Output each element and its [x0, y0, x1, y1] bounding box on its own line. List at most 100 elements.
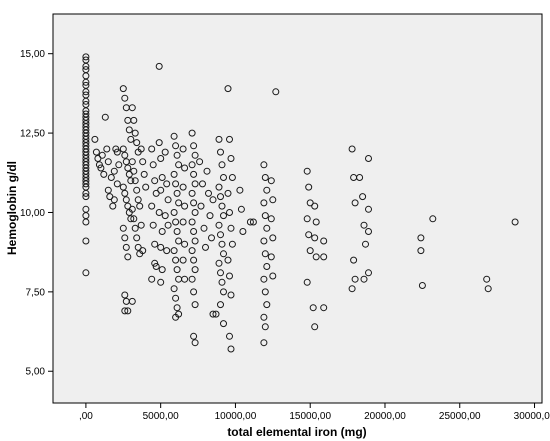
data-point: [181, 164, 189, 172]
data-point: [133, 139, 141, 147]
data-point: [218, 202, 226, 210]
data-point: [348, 145, 356, 153]
data-point: [179, 218, 187, 226]
data-point: [263, 301, 271, 309]
data-point: [170, 247, 178, 255]
data-point: [249, 218, 257, 226]
data-point: [269, 234, 277, 242]
data-point: [305, 231, 313, 239]
data-point: [124, 202, 132, 210]
y-tick-label: 15,00: [20, 49, 45, 60]
data-point: [82, 53, 90, 61]
data-point: [119, 224, 127, 232]
data-point: [306, 199, 314, 207]
data-point: [113, 180, 121, 188]
data-point: [246, 218, 254, 226]
data-point: [226, 135, 233, 143]
data-point: [272, 88, 280, 96]
data-point: [191, 180, 199, 188]
data-point: [157, 243, 165, 251]
data-point: [203, 167, 211, 175]
data-point: [228, 240, 236, 248]
data-point: [217, 193, 224, 201]
data-point: [163, 247, 171, 255]
data-point: [151, 259, 159, 267]
data-point: [134, 243, 142, 251]
data-point: [217, 148, 224, 156]
data-point: [170, 132, 178, 140]
data-point: [121, 94, 129, 102]
data-point: [263, 224, 271, 232]
data-point: [312, 218, 320, 226]
data-point: [172, 218, 180, 226]
data-point: [429, 215, 437, 223]
data-point: [82, 180, 90, 188]
data-point: [356, 174, 364, 181]
y-tick-label: 7,50: [26, 287, 46, 298]
data-point: [137, 221, 145, 229]
data-point: [151, 177, 159, 185]
y-axis: 5,00 7,50 10,00 12,50 15,00: [20, 49, 53, 378]
data-point: [121, 307, 129, 315]
data-point: [303, 278, 311, 286]
data-point: [82, 269, 90, 277]
data-point: [106, 193, 114, 201]
data-point: [130, 116, 138, 124]
data-point: [131, 224, 139, 232]
data-point: [158, 228, 166, 235]
data-point: [140, 170, 148, 178]
data-point: [224, 189, 232, 197]
data-point: [163, 180, 171, 188]
data-point: [269, 272, 277, 280]
data-point: [155, 62, 163, 70]
data-point: [483, 275, 491, 283]
data-point: [215, 183, 223, 191]
data-point: [170, 209, 178, 216]
data-point: [119, 183, 127, 191]
data-point: [191, 301, 199, 309]
data-point: [263, 186, 271, 194]
data-point: [127, 177, 135, 185]
data-point: [351, 199, 359, 207]
data-point: [191, 209, 199, 216]
data-point: [260, 339, 268, 347]
data-point: [215, 135, 223, 143]
data-point: [128, 297, 136, 305]
x-axis-title: total elemental iron (mg): [227, 425, 366, 439]
data-point: [188, 189, 196, 197]
data-point: [104, 158, 112, 166]
data-point: [151, 240, 159, 248]
data-point: [260, 275, 268, 283]
data-point: [199, 180, 206, 188]
data-point: [161, 212, 169, 220]
data-point: [157, 186, 165, 194]
y-axis-title: Hemoglobin g/dl: [5, 161, 19, 255]
data-point: [172, 313, 180, 321]
data-point: [142, 183, 150, 191]
data-point: [131, 177, 139, 185]
data-point: [91, 135, 99, 143]
data-point: [220, 250, 227, 258]
data-point: [82, 78, 90, 86]
data-point: [121, 291, 129, 299]
data-point: [173, 151, 181, 159]
data-point: [104, 186, 112, 194]
data-point: [179, 145, 187, 153]
x-tick-label: ,00: [79, 411, 93, 422]
data-point: [125, 126, 133, 134]
data-point: [359, 193, 367, 201]
x-tick-label: 5000,00: [143, 411, 180, 422]
data-point: [206, 212, 214, 220]
data-point: [188, 161, 196, 169]
data-point: [82, 97, 90, 105]
data-point: [190, 256, 198, 264]
data-point: [110, 167, 118, 175]
data-point: [260, 199, 268, 207]
data-point: [190, 228, 198, 235]
data-point: [121, 151, 129, 159]
data-point: [215, 221, 223, 229]
data-point: [237, 205, 245, 213]
data-point: [362, 240, 369, 248]
data-point: [227, 291, 235, 299]
